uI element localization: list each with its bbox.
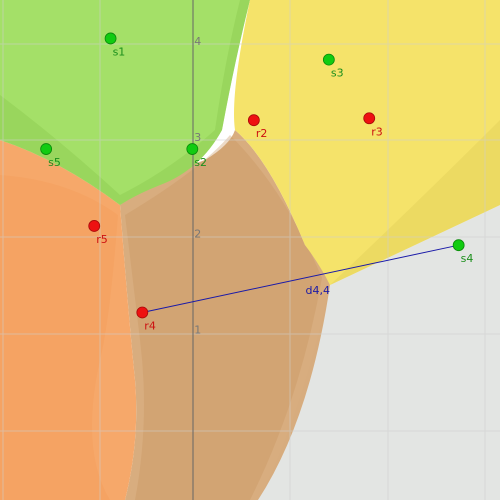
robot-marker: [363, 112, 376, 125]
axis-tick-labels: 12345: [194, 35, 201, 337]
point-label: r5: [96, 233, 108, 246]
distance-label: d4,4: [305, 284, 329, 297]
point-s3: s3: [322, 53, 344, 80]
point-label: s1: [113, 45, 126, 58]
axis-tick-label: 2: [194, 227, 201, 240]
point-r5: r5: [88, 220, 108, 246]
point-s1: s1: [104, 32, 126, 58]
point-label: s5: [48, 156, 61, 169]
robot-marker: [136, 306, 149, 319]
region-green: [0, 0, 250, 205]
region-yellow: [234, 0, 500, 285]
point-label: s3: [331, 67, 344, 80]
axis-tick-label: 3: [194, 131, 201, 144]
point-s4: s4: [452, 239, 474, 265]
region-orange: [0, 140, 137, 500]
site-marker: [104, 32, 117, 45]
distance-annotation: d4,4: [142, 244, 459, 313]
site-marker: [452, 239, 465, 252]
point-s2: s2: [186, 143, 207, 169]
axis-tick-label: 1: [194, 324, 201, 337]
site-marker: [40, 143, 53, 155]
point-s5: s5: [40, 143, 61, 169]
point-label: r3: [371, 125, 383, 138]
point-r3: r3: [363, 112, 383, 138]
point-label: r2: [256, 127, 268, 140]
distance-line: [142, 244, 459, 313]
point-label: r4: [144, 320, 156, 333]
region-brown: [120, 130, 330, 500]
points-layer: s1s2s3s4s5r1r2r3r4r5: [40, 32, 474, 333]
site-marker: [186, 143, 199, 155]
axis-tick-label: 4: [194, 35, 201, 48]
region-gray: [258, 205, 500, 500]
point-r4: r4: [136, 306, 156, 333]
point-r2: r2: [247, 114, 268, 140]
robot-marker: [247, 114, 260, 127]
point-label: s2: [194, 156, 207, 169]
robot-marker: [88, 220, 101, 232]
point-label: s4: [461, 252, 474, 265]
site-marker: [322, 53, 335, 66]
